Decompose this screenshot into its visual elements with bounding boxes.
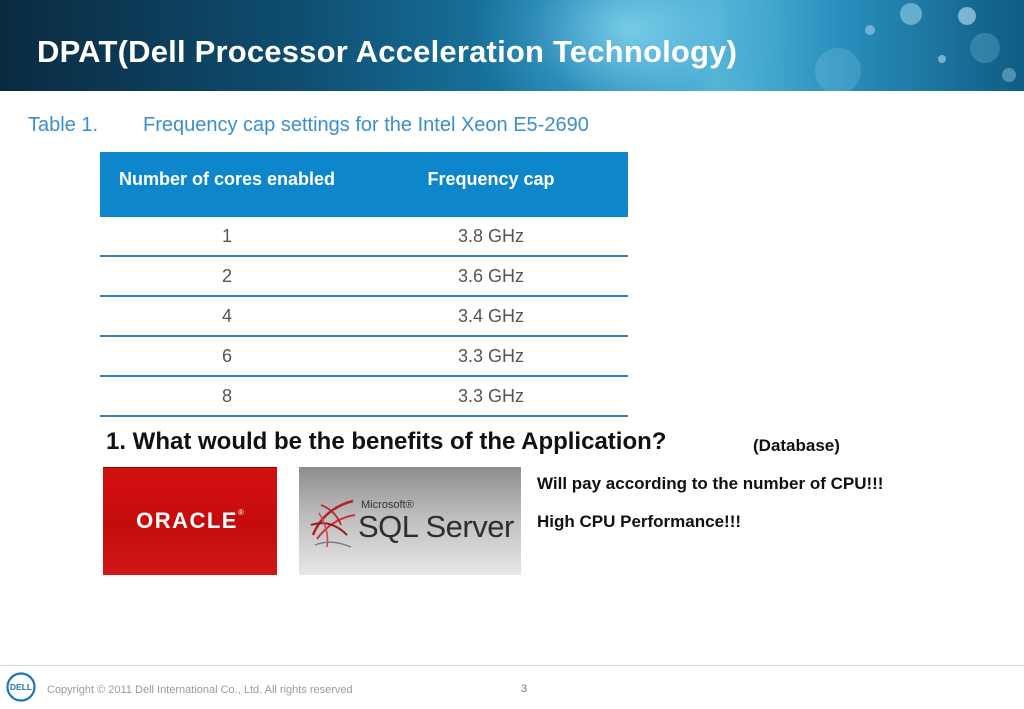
table-header-row: Number of cores enabled Frequency cap xyxy=(100,152,628,217)
header-bubble xyxy=(815,48,861,91)
header-glow xyxy=(470,0,790,91)
question-note: (Database) xyxy=(753,436,840,455)
copyright-notice: Copyright © 2011 Dell International Co.,… xyxy=(47,684,353,696)
cores-cell: 1 xyxy=(100,217,354,257)
header-bubble xyxy=(865,25,875,35)
table-caption: Table 1. Frequency cap settings for the I… xyxy=(28,114,589,137)
table-body: 1 3.8 GHz 2 3.6 GHz 4 3.4 GHz 6 3.3 GHz 8 3.3 GHz xyxy=(100,217,628,417)
oracle-logo: ORACLE® xyxy=(103,467,277,575)
header-bubble xyxy=(970,33,1000,63)
page-number: 3 xyxy=(521,683,528,695)
header-bubble xyxy=(938,55,946,63)
dell-logo-icon: DELL xyxy=(6,672,36,702)
frequency-cell: 3.8 GHz xyxy=(354,217,628,257)
sql-server-emblem-icon xyxy=(310,499,356,548)
slide-title: DPAT(Dell Processor Acceleration Technol… xyxy=(37,34,738,69)
frequency-cell: 3.3 GHz xyxy=(354,376,628,417)
footer-divider xyxy=(0,665,1024,666)
oracle-wordmark: ORACLE® xyxy=(136,508,244,533)
table-row: 2 3.6 GHz xyxy=(100,256,628,297)
table-row: 8 3.3 GHz xyxy=(100,376,628,417)
sql-microsoft-label: Microsoft® xyxy=(361,499,414,511)
frequency-cell: 3.3 GHz xyxy=(354,336,628,377)
table-row: 4 3.4 GHz xyxy=(100,296,628,337)
header-bubble xyxy=(958,7,976,25)
cores-cell: 2 xyxy=(100,256,354,297)
table-row: 1 3.8 GHz xyxy=(100,217,628,257)
benefit-item: Will pay according to the number of CPU!… xyxy=(537,474,884,493)
svg-text:DELL: DELL xyxy=(10,682,32,692)
benefit-item: High CPU Performance!!! xyxy=(537,512,742,531)
table-row: 6 3.3 GHz xyxy=(100,336,628,377)
cores-cell: 6 xyxy=(100,336,354,377)
frequency-cell: 3.6 GHz xyxy=(354,256,628,297)
frequency-cell: 3.4 GHz xyxy=(354,296,628,337)
slide-header: DPAT(Dell Processor Acceleration Technol… xyxy=(0,0,1024,91)
sql-server-wordmark: SQL Server xyxy=(358,509,514,544)
column-header-frequency: Frequency cap xyxy=(354,152,628,217)
sql-server-logo: Microsoft® SQL Server xyxy=(299,467,521,575)
table-caption-text: Frequency cap settings for the Intel Xeo… xyxy=(143,114,589,136)
column-header-cores: Number of cores enabled xyxy=(100,152,354,217)
cores-cell: 8 xyxy=(100,376,354,417)
cores-cell: 4 xyxy=(100,296,354,337)
header-bubble xyxy=(900,3,922,25)
benefits-question: 1. What would be the benefits of the App… xyxy=(106,428,667,455)
table-caption-number: Table 1. xyxy=(28,114,99,136)
header-bubble xyxy=(1002,68,1016,82)
